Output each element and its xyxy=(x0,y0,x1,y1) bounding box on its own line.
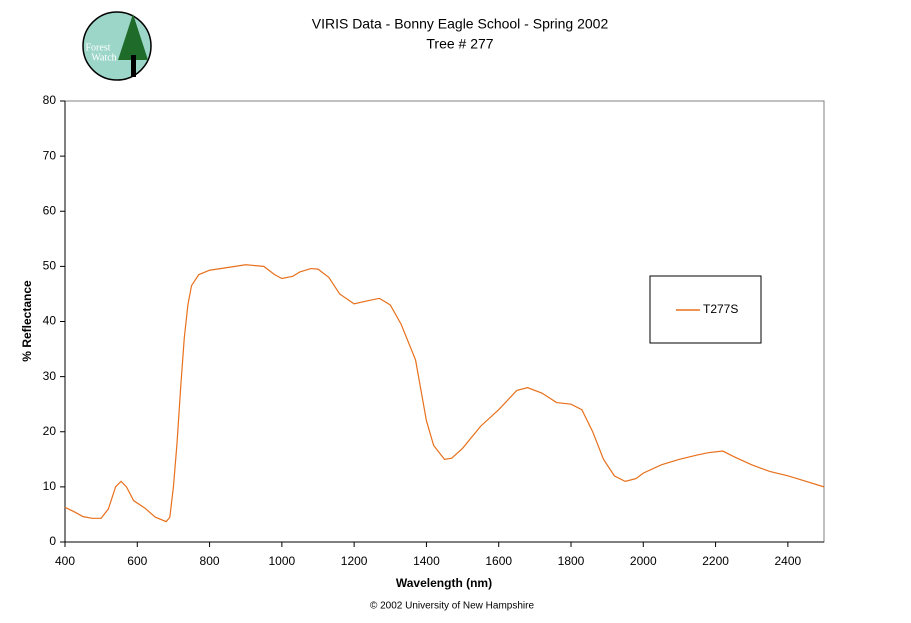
logo-trunk xyxy=(131,55,136,77)
logo-tree xyxy=(118,14,148,60)
chart-subtitle: Tree # 277 xyxy=(426,36,493,52)
x-tick-label: 400 xyxy=(55,554,75,568)
x-tick-label: 800 xyxy=(200,554,220,568)
x-tick-label: 2200 xyxy=(702,554,729,568)
y-tick-label: 50 xyxy=(43,259,57,273)
y-tick-label: 70 xyxy=(43,148,57,162)
x-tick-label: 2400 xyxy=(775,554,802,568)
x-tick-label: 600 xyxy=(127,554,147,568)
logo: Forest Watch xyxy=(82,11,152,81)
y-tick-label: 80 xyxy=(43,93,57,107)
legend-box xyxy=(649,275,762,344)
y-tick-label: 60 xyxy=(43,203,57,217)
logo-text: Watch xyxy=(91,52,116,63)
y-tick-label: 0 xyxy=(49,534,56,548)
chart-title: VIRIS Data - Bonny Eagle School - Spring… xyxy=(312,16,609,32)
y-tick-label: 20 xyxy=(43,424,57,438)
x-tick-label: 2000 xyxy=(630,554,657,568)
y-tick-label: 10 xyxy=(43,479,57,493)
footer: © 2002 University of New Hampshire xyxy=(370,601,535,612)
x-tick-label: 1800 xyxy=(558,554,585,568)
x-tick-label: 1000 xyxy=(269,554,296,568)
y-axis-label: % Reflectance xyxy=(20,280,34,362)
x-axis-label: Wavelength (nm) xyxy=(396,576,492,590)
x-tick-label: 1400 xyxy=(413,554,440,568)
y-tick-label: 40 xyxy=(43,314,57,328)
legend-label: T277S xyxy=(703,302,738,316)
x-tick-label: 1200 xyxy=(341,554,368,568)
y-tick-label: 30 xyxy=(43,369,57,383)
x-tick-label: 1600 xyxy=(485,554,512,568)
logo-text: Forest xyxy=(86,42,111,53)
data-line xyxy=(64,264,825,523)
